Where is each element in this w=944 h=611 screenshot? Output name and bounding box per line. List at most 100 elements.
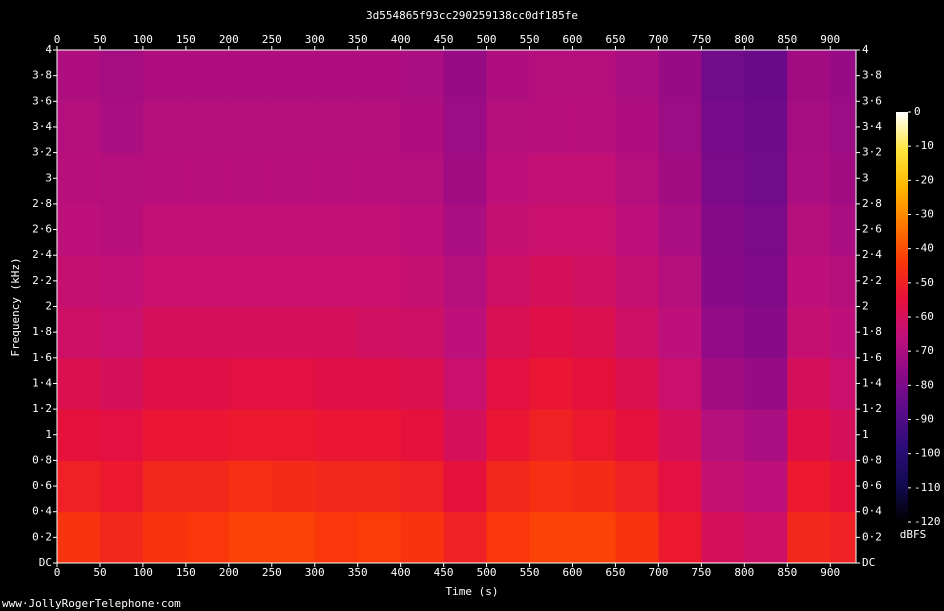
heat-cell [830,409,857,461]
heat-cell [701,306,745,359]
heat-cell [357,152,402,205]
x-tick-label: 650 [606,33,626,46]
x-tick-label: 650 [606,566,626,579]
heat-cell [57,101,101,154]
y-tick-label: 1·2 [32,402,52,415]
heat-cell [529,50,573,102]
heat-cell [572,255,616,307]
heat-cell [486,152,531,205]
heat-cell [701,50,745,102]
heat-cell [142,255,187,307]
heat-cell [744,101,788,154]
heat-cell [99,152,144,205]
x-axis-label: Time (s) [446,585,499,598]
heat-cell [830,255,857,307]
heat-cell [400,50,445,102]
heat-cell [744,152,788,205]
heat-cell [658,511,702,564]
heat-cell [314,101,359,154]
heat-cell [443,357,488,410]
heat-cell [400,409,445,461]
y-tick-label: 0·6 [32,479,52,492]
heat-cell [99,101,144,154]
heat-cell [443,152,488,205]
y-tick-label: 2·6 [862,223,882,236]
heat-cell [400,306,445,359]
heat-cell [529,306,573,359]
heat-cell [443,255,488,307]
y-tick-label: 0·8 [32,453,52,466]
y-tick-label: 1·6 [862,351,882,364]
y-tick-label: 3·2 [862,146,882,159]
heat-cell [185,460,230,513]
heat-cell [572,409,616,461]
heat-cell [701,152,745,205]
x-tick-label: 450 [434,33,454,46]
y-tick-label: 3·8 [862,69,882,82]
heat-cell [486,357,531,410]
y-tick-label: 0·6 [862,479,882,492]
heat-cell [228,357,273,410]
heat-cell [185,203,230,256]
heat-cell [572,152,616,205]
heat-cell [185,255,230,307]
heat-cell [314,152,359,205]
x-tick-label: 50 [93,33,106,46]
heat-cell [744,357,788,410]
heat-cell [572,101,616,154]
heat-cell [615,306,659,359]
y-tick-label: 2·8 [32,197,52,210]
heat-cell [658,203,702,256]
x-tick-label: 500 [477,566,497,579]
heat-cell [142,203,187,256]
heat-cell [615,409,659,461]
y-tick-label: 2·8 [862,197,882,210]
heat-cell [314,203,359,256]
y-tick-label: 2·6 [32,223,52,236]
colorbar-tick-label: -60 [914,310,934,323]
heat-cell [701,101,745,154]
y-tick-label: 3·4 [862,120,882,133]
y-tick-label: 0·4 [32,505,52,518]
heat-cell [701,203,745,256]
heat-cell [787,255,831,307]
heat-cell [529,152,573,205]
x-tick-label: 550 [520,33,540,46]
heat-cell [787,101,831,154]
heat-cell [400,357,445,410]
heat-cell [615,101,659,154]
x-tick-label: 750 [691,566,711,579]
heat-cell [529,101,573,154]
heat-cell [486,460,531,513]
heat-cell [701,511,745,564]
heat-cell [271,152,316,205]
heat-cell [787,203,831,256]
y-tick-label: 3 [862,171,869,184]
heat-cell [57,511,101,564]
x-tick-label: 350 [348,566,368,579]
heat-cell [830,511,857,564]
colorbar-tick-label: -10 [914,139,934,152]
y-tick-label: DC [39,556,52,569]
heat-cell [400,255,445,307]
heat-cell [185,511,230,564]
heat-cell [142,357,187,410]
heat-cell [400,152,445,205]
x-tick-label: 300 [305,566,325,579]
chart-title: 3d554865f93cc290259138cc0df185fe [366,9,578,22]
heat-cell [271,255,316,307]
heat-cell [615,255,659,307]
heat-cell [529,203,573,256]
x-tick-label: 700 [648,33,668,46]
x-tick-label: 200 [219,566,239,579]
heat-cell [744,409,788,461]
heat-cell [400,460,445,513]
colorbar-tick-label: -100 [914,447,941,460]
y-tick-label: 2 [45,300,52,313]
heat-cell [271,409,316,461]
colorbar-tick-label: -90 [914,413,934,426]
colorbar-tick-label: 0 [914,105,921,118]
y-tick-label: 3 [45,171,52,184]
heat-cell [701,460,745,513]
